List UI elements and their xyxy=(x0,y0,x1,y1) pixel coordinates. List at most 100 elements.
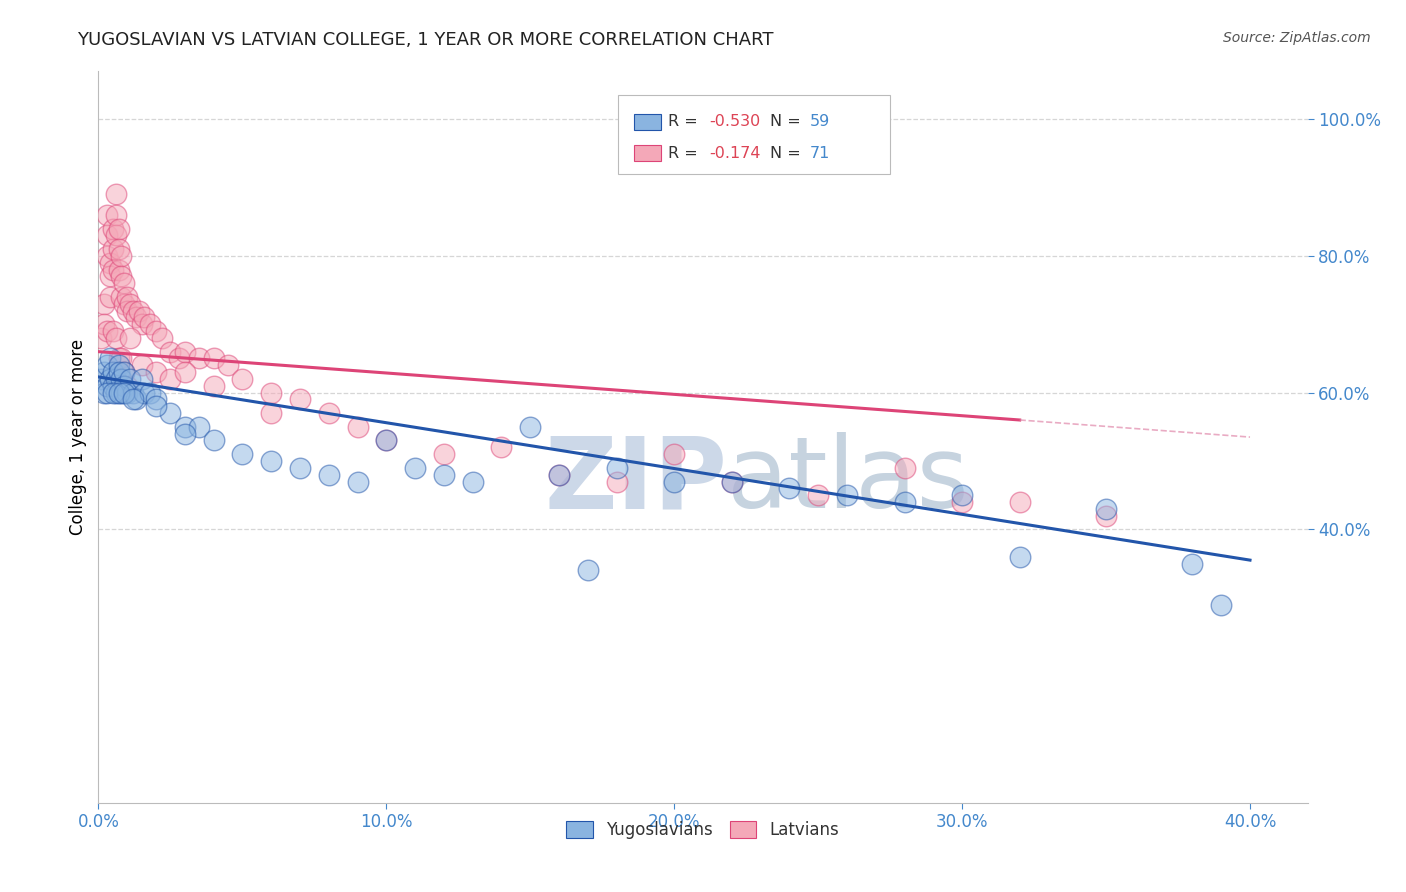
Y-axis label: College, 1 year or more: College, 1 year or more xyxy=(69,339,87,535)
Text: R =: R = xyxy=(668,145,709,161)
Point xyxy=(112,365,135,379)
Point xyxy=(101,242,124,256)
Point xyxy=(720,475,742,489)
Point xyxy=(950,495,973,509)
Point xyxy=(145,324,167,338)
Point xyxy=(107,262,129,277)
Point xyxy=(101,365,124,379)
Point xyxy=(101,262,124,277)
Point xyxy=(115,379,138,393)
Point xyxy=(1095,501,1118,516)
Point xyxy=(107,365,129,379)
Point xyxy=(202,351,225,366)
Point xyxy=(96,324,118,338)
Point xyxy=(104,385,127,400)
Point xyxy=(107,385,129,400)
Point xyxy=(125,392,148,407)
Point xyxy=(104,208,127,222)
Point xyxy=(122,303,145,318)
Point xyxy=(318,406,340,420)
FancyBboxPatch shape xyxy=(634,145,661,161)
Point xyxy=(90,372,112,386)
Point xyxy=(110,249,132,263)
Point xyxy=(606,475,628,489)
Point xyxy=(128,303,150,318)
Point xyxy=(120,372,142,386)
Point xyxy=(159,344,181,359)
Point xyxy=(131,372,153,386)
Point xyxy=(98,269,121,284)
Point xyxy=(346,475,368,489)
FancyBboxPatch shape xyxy=(634,114,661,130)
Point xyxy=(778,481,800,495)
Point xyxy=(260,385,283,400)
Text: -0.174: -0.174 xyxy=(709,145,761,161)
Point xyxy=(173,344,195,359)
Text: 71: 71 xyxy=(810,145,830,161)
Point xyxy=(159,406,181,420)
Point xyxy=(231,447,253,461)
Legend: Yugoslavians, Latvians: Yugoslavians, Latvians xyxy=(560,814,846,846)
Point xyxy=(104,228,127,243)
Point xyxy=(188,351,211,366)
Point xyxy=(375,434,398,448)
Point xyxy=(101,385,124,400)
Point xyxy=(433,467,456,482)
Point xyxy=(98,290,121,304)
Point xyxy=(134,310,156,325)
Point xyxy=(491,440,513,454)
Point xyxy=(346,420,368,434)
Point xyxy=(104,372,127,386)
Point xyxy=(807,488,830,502)
Point xyxy=(188,420,211,434)
Point xyxy=(115,290,138,304)
Point xyxy=(122,385,145,400)
Point xyxy=(107,242,129,256)
Point xyxy=(318,467,340,482)
Point xyxy=(548,467,571,482)
Point xyxy=(950,488,973,502)
Text: -0.530: -0.530 xyxy=(709,114,761,129)
Point xyxy=(96,249,118,263)
Point xyxy=(375,434,398,448)
Point xyxy=(139,385,162,400)
Point xyxy=(664,447,686,461)
Point xyxy=(96,228,118,243)
Point xyxy=(96,379,118,393)
Point xyxy=(107,359,129,373)
Point xyxy=(433,447,456,461)
Point xyxy=(110,290,132,304)
Point xyxy=(1008,549,1031,564)
Point xyxy=(1008,495,1031,509)
Point xyxy=(893,495,915,509)
Point xyxy=(720,475,742,489)
Point xyxy=(288,460,311,475)
Point xyxy=(548,467,571,482)
Point xyxy=(120,297,142,311)
Point xyxy=(112,379,135,393)
Point xyxy=(101,324,124,338)
Point xyxy=(202,434,225,448)
Text: 59: 59 xyxy=(810,114,830,129)
Point xyxy=(404,460,426,475)
Point xyxy=(288,392,311,407)
Point xyxy=(120,331,142,345)
Text: Source: ZipAtlas.com: Source: ZipAtlas.com xyxy=(1223,31,1371,45)
Point xyxy=(1095,508,1118,523)
Point xyxy=(1181,557,1204,571)
Point xyxy=(115,385,138,400)
Point xyxy=(260,454,283,468)
Text: N =: N = xyxy=(769,145,806,161)
Point xyxy=(115,303,138,318)
Point xyxy=(112,365,135,379)
Text: N =: N = xyxy=(769,114,806,129)
Point xyxy=(150,331,173,345)
Point xyxy=(231,372,253,386)
Point xyxy=(98,256,121,270)
Point xyxy=(173,420,195,434)
Point xyxy=(101,221,124,235)
Point xyxy=(104,187,127,202)
Point xyxy=(131,359,153,373)
Point xyxy=(202,379,225,393)
Point xyxy=(145,365,167,379)
